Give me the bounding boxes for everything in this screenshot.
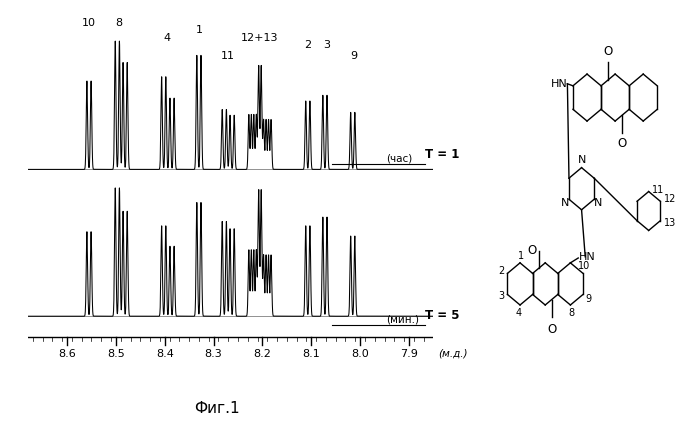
Text: 10: 10 [578, 261, 591, 271]
Text: 2: 2 [304, 40, 312, 50]
Text: 3: 3 [498, 292, 505, 301]
Text: 8.1: 8.1 [303, 349, 320, 359]
Text: (м.д.): (м.д.) [438, 349, 468, 358]
Text: T = 1: T = 1 [424, 148, 459, 161]
Text: 4: 4 [516, 308, 521, 318]
Text: 3: 3 [324, 40, 331, 50]
Text: 8.3: 8.3 [205, 349, 222, 359]
Text: 7.9: 7.9 [400, 349, 418, 359]
Text: O: O [547, 323, 556, 336]
Text: 8: 8 [569, 308, 575, 318]
Text: 8.2: 8.2 [254, 349, 271, 359]
Text: N: N [561, 198, 569, 208]
Text: 1: 1 [196, 25, 203, 35]
Text: 12+13: 12+13 [241, 32, 279, 43]
Text: 9: 9 [585, 294, 591, 303]
Text: HN: HN [551, 79, 568, 89]
Text: 11: 11 [221, 51, 236, 61]
Text: 2: 2 [498, 266, 505, 276]
Text: 10: 10 [82, 18, 96, 28]
Text: Фиг.1: Фиг.1 [194, 400, 240, 416]
Text: 8.6: 8.6 [58, 349, 76, 359]
Text: (час): (час) [387, 154, 412, 164]
Text: N: N [594, 198, 603, 208]
Text: 8.5: 8.5 [107, 349, 124, 359]
Text: T = 5: T = 5 [424, 309, 459, 322]
Text: 1: 1 [519, 251, 524, 261]
Text: HN: HN [579, 252, 596, 262]
Text: O: O [527, 244, 537, 257]
Text: 8.0: 8.0 [351, 349, 369, 359]
Text: 11: 11 [652, 184, 664, 195]
Text: O: O [617, 137, 627, 150]
Text: 12: 12 [663, 194, 676, 204]
Text: 9: 9 [351, 51, 358, 61]
Text: (мин.): (мин.) [387, 315, 419, 325]
Text: 8.4: 8.4 [156, 349, 173, 359]
Text: O: O [603, 46, 613, 59]
Text: 4: 4 [163, 32, 171, 43]
Text: N: N [577, 155, 586, 165]
Text: 8: 8 [116, 18, 123, 28]
Text: 13: 13 [663, 218, 676, 228]
